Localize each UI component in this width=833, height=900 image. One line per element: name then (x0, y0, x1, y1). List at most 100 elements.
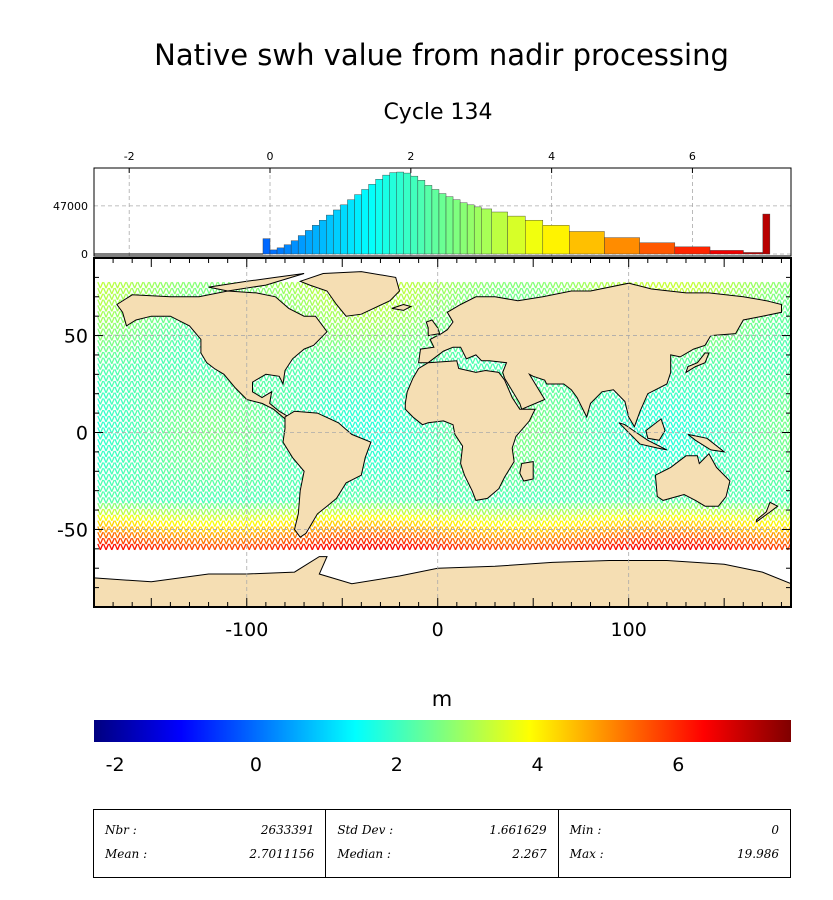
swh-track-segment (165, 281, 170, 289)
swh-track-segment (114, 281, 119, 289)
swh-track-segment (403, 334, 408, 341)
swh-track-segment (758, 369, 763, 376)
swh-track-segment (775, 345, 780, 353)
swh-track-segment (148, 340, 153, 347)
swh-track-segment (544, 281, 548, 289)
swh-track-segment (309, 363, 313, 370)
swh-track-segment (437, 316, 442, 324)
swh-track-segment (403, 345, 408, 353)
swh-track-segment (414, 287, 419, 295)
swh-track-segment (715, 369, 720, 376)
swh-track-segment (778, 287, 783, 295)
swh-track-segment (561, 281, 565, 289)
swh-track-segment (769, 357, 774, 365)
swh-track-segment (684, 357, 688, 365)
swh-track-segment (744, 340, 749, 347)
swh-track-segment (179, 369, 184, 376)
swh-track-segment (334, 322, 339, 330)
swh-track-segment (174, 374, 178, 382)
swh-track-segment (151, 345, 155, 353)
swh-track-segment (116, 322, 121, 330)
swh-track-segment (769, 287, 774, 295)
histogram-bar (481, 208, 492, 255)
swh-track-segment (128, 363, 133, 370)
swh-track-segment (151, 357, 155, 365)
swh-track-segment (423, 293, 428, 301)
swh-track-segment (706, 363, 711, 370)
swh-track-segment (397, 374, 402, 382)
swh-track-segment (744, 357, 749, 365)
swh-track-segment (116, 328, 121, 335)
swh-track-segment (185, 340, 190, 347)
swh-track-segment (105, 328, 110, 335)
swh-track-segment (363, 369, 367, 376)
swh-track-segment (179, 281, 184, 289)
swh-track-segment (131, 340, 136, 347)
swh-track-segment (440, 305, 445, 312)
swh-track-segment (154, 322, 159, 330)
swh-track-segment (328, 316, 333, 324)
swh-track-segment (154, 287, 159, 295)
swh-track-segment (389, 322, 394, 330)
swh-track-segment (744, 281, 749, 289)
swh-track-segment (764, 340, 768, 347)
swh-track-segment (351, 322, 356, 330)
swh-track-segment (472, 287, 476, 295)
swh-track-segment (758, 322, 763, 330)
swh-track-segment (154, 316, 159, 324)
swh-track-segment (355, 357, 359, 365)
swh-track-segment (346, 351, 350, 359)
swh-track-segment (174, 328, 178, 335)
swh-track-segment (139, 340, 144, 347)
swh-track-segment (758, 316, 763, 324)
swh-track-segment (532, 287, 537, 295)
swh-track-segment (200, 369, 205, 376)
swh-track-segment (509, 293, 514, 301)
swh-track-segment (431, 287, 436, 295)
swh-track-segment (764, 363, 768, 370)
swh-track-segment (778, 345, 783, 353)
swh-track-segment (400, 369, 405, 376)
swh-track-segment (102, 363, 107, 370)
swh-track-segment (366, 328, 371, 335)
swh-track-segment (758, 293, 763, 301)
swh-track-segment (380, 363, 385, 370)
swh-track-segment (374, 328, 379, 335)
swh-track-segment (678, 363, 683, 370)
swh-track-segment (775, 357, 780, 365)
swh-track-segment (741, 369, 746, 376)
swh-track-segment (197, 357, 201, 365)
swh-track-segment (509, 287, 514, 295)
swh-track-segment (477, 363, 482, 370)
swh-track-segment (391, 363, 396, 370)
swh-track-segment (689, 369, 694, 376)
swh-track-segment (469, 281, 474, 289)
swh-track-segment (194, 345, 199, 353)
swh-track-segment (111, 281, 115, 289)
swh-track-segment (526, 287, 531, 295)
swh-track-segment (389, 340, 394, 347)
swh-track-segment (752, 351, 757, 359)
swh-track-segment (317, 293, 322, 301)
swh-track-segment (363, 351, 367, 359)
swh-track-segment (558, 287, 562, 295)
swh-track-segment (97, 363, 101, 370)
swh-track-segment (145, 328, 150, 335)
swh-track-segment (483, 281, 488, 289)
swh-track-segment (148, 357, 153, 365)
swh-track-segment (412, 293, 417, 301)
swh-track-segment (481, 287, 485, 295)
swh-track-segment (320, 369, 325, 376)
swh-track-segment (174, 369, 178, 376)
swh-track-segment (197, 363, 201, 370)
swh-track-segment (320, 357, 325, 365)
swh-track-segment (429, 305, 434, 312)
swh-track-segment (99, 351, 104, 359)
swh-track-segment (328, 369, 333, 376)
swh-track-segment (185, 363, 190, 370)
swh-track-segment (363, 340, 367, 347)
swh-track-segment (145, 345, 150, 353)
swh-track-segment (440, 351, 445, 359)
histogram-bar (604, 237, 640, 255)
swh-track-segment (764, 351, 768, 359)
